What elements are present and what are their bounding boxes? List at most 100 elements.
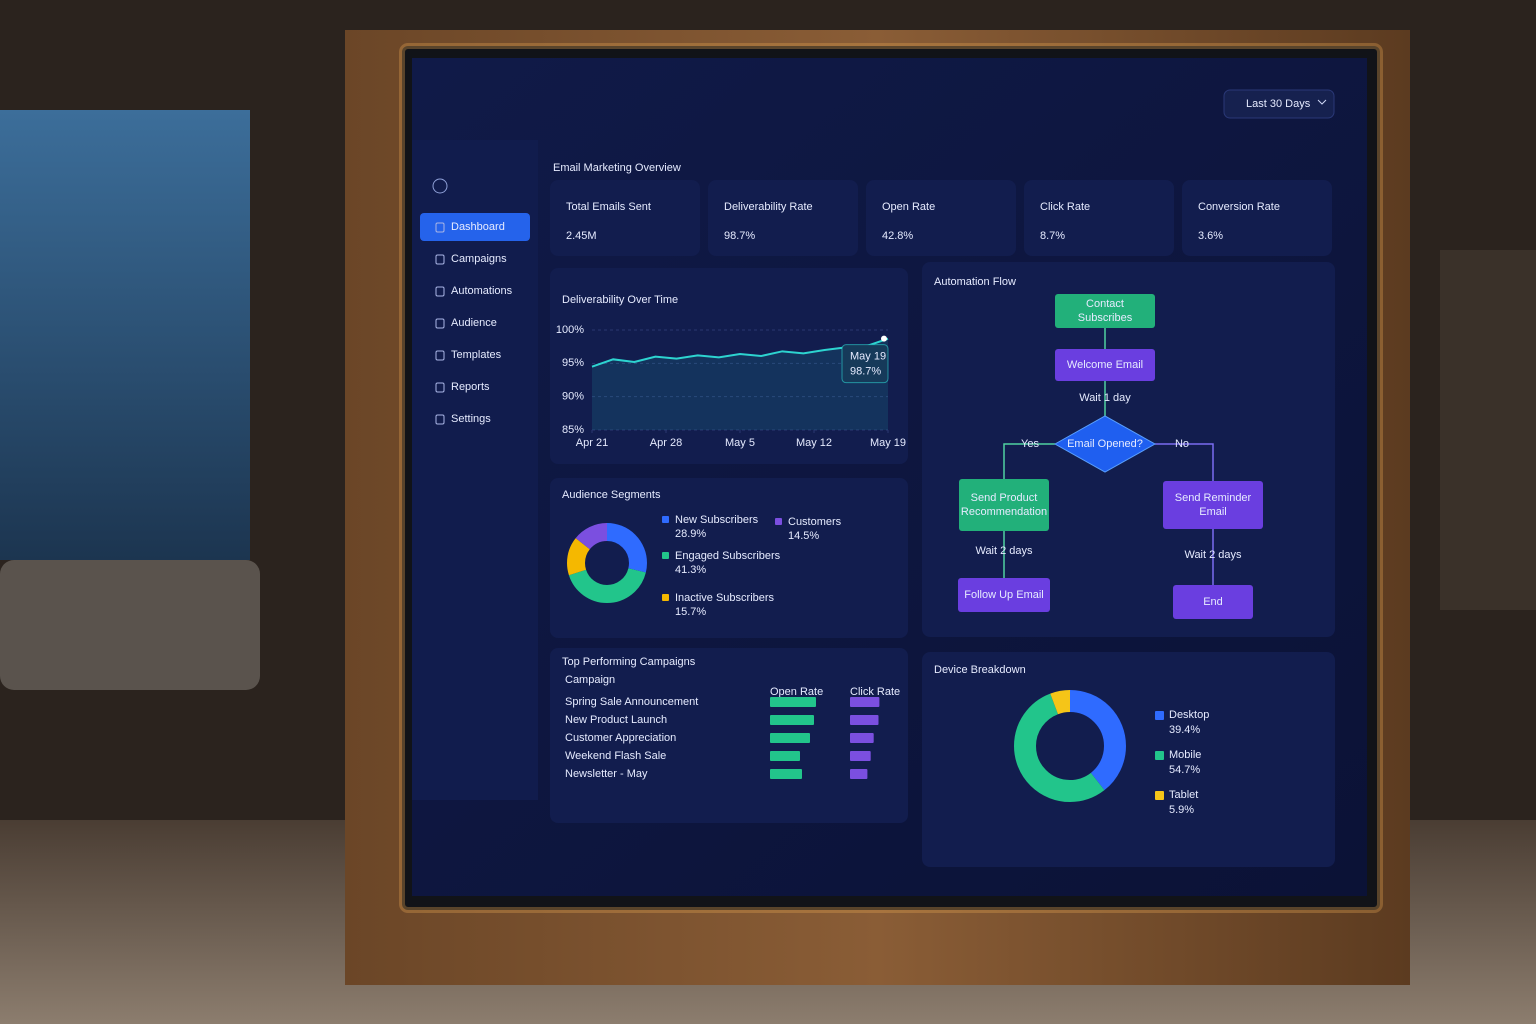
- bar: [850, 697, 880, 707]
- x-tick-label: Apr 28: [650, 437, 682, 449]
- edge: [1155, 443, 1214, 481]
- legend-swatch: [1155, 751, 1164, 760]
- column-header: Campaign: [565, 674, 615, 686]
- page-title: Email Marketing Overview: [553, 162, 681, 174]
- nav-item[interactable]: Automations: [451, 285, 513, 297]
- tooltip-label: May 19: [850, 351, 886, 363]
- flow-node: [958, 578, 1050, 612]
- kpi-label: Total Emails Sent: [566, 201, 651, 213]
- legend-swatch: [1155, 711, 1164, 720]
- row-label: Customer Appreciation: [565, 732, 676, 744]
- bar: [770, 697, 816, 707]
- legend-swatch: [775, 518, 782, 525]
- nav-icon: [435, 350, 445, 361]
- panel-title: Device Breakdown: [934, 664, 1026, 676]
- panel-title: Audience Segments: [562, 489, 661, 501]
- panel-title: Deliverability Over Time: [562, 294, 678, 306]
- edge-label: Wait 2 days: [975, 545, 1033, 557]
- legend-label: Inactive Subscribers: [675, 592, 775, 604]
- column-header: Click Rate: [850, 686, 900, 698]
- flow-node-label: Email Opened?: [1067, 438, 1143, 450]
- x-tick-label: Apr 21: [576, 437, 608, 449]
- edge-label: Wait 1 day: [1079, 392, 1131, 404]
- nav-item[interactable]: Settings: [451, 413, 491, 425]
- nav-item[interactable]: Reports: [451, 381, 490, 393]
- annotation-point: [881, 335, 887, 342]
- kpi-value: 42.8%: [882, 230, 913, 242]
- kpi-value: 3.6%: [1198, 230, 1223, 242]
- x-tick-label: May 12: [796, 437, 832, 449]
- nav-item[interactable]: Dashboard: [451, 221, 505, 233]
- bar: [850, 769, 868, 779]
- legend-label: Mobile: [1169, 749, 1201, 761]
- row-label: New Product Launch: [565, 714, 667, 726]
- donut-segment: [567, 523, 647, 603]
- legend-value: 14.5%: [788, 530, 819, 542]
- bar: [770, 715, 814, 725]
- legend-swatch: [662, 516, 669, 523]
- legend-swatch: [662, 594, 669, 601]
- flow-decision: [1053, 415, 1157, 473]
- flow-node-label: Contact Subscribes: [1078, 298, 1133, 324]
- office-wall: [1440, 250, 1536, 610]
- row-label: Weekend Flash Sale: [565, 750, 666, 762]
- line-area: [592, 338, 888, 430]
- legend-value: 41.3%: [675, 564, 706, 576]
- flow-edges: [1003, 328, 1214, 585]
- sidebar: [412, 140, 538, 800]
- date-filter[interactable]: [1223, 89, 1335, 119]
- legend-label: Tablet: [1169, 789, 1198, 801]
- bar: [770, 769, 802, 779]
- bar: [850, 751, 871, 761]
- date-filter-label[interactable]: Last 30 Days: [1246, 98, 1311, 110]
- flow-node-label: End: [1203, 596, 1223, 608]
- bar: [770, 733, 810, 743]
- flow-node: [1055, 294, 1155, 328]
- kpi-value: 2.45M: [566, 230, 597, 242]
- nav-icon: [435, 318, 445, 329]
- sofa: [0, 560, 260, 690]
- donut-segment: [567, 523, 647, 603]
- edge-label: Wait 2 days: [1184, 549, 1242, 561]
- legend-value: 54.7%: [1169, 764, 1200, 776]
- flow-node: [1173, 585, 1253, 619]
- legend-label: Customers: [788, 516, 842, 528]
- kpi-value: 8.7%: [1040, 230, 1065, 242]
- x-tick-label: May 19: [870, 437, 906, 449]
- legend-swatch: [1155, 791, 1164, 800]
- row-label: Spring Sale Announcement: [565, 696, 698, 708]
- kpi-label: Conversion Rate: [1198, 201, 1280, 213]
- legend-value: 39.4%: [1169, 724, 1200, 736]
- kpi-label: Open Rate: [882, 201, 935, 213]
- chevron: [1317, 99, 1327, 105]
- kpi-card: [708, 180, 858, 256]
- panel: [550, 268, 908, 464]
- nav-item[interactable]: Campaigns: [451, 253, 507, 265]
- legend-label: New Subscribers: [675, 514, 759, 526]
- edge-label: Yes: [1021, 438, 1039, 450]
- y-tick-label: 90%: [562, 391, 584, 403]
- y-tick-label: 100%: [556, 324, 584, 336]
- donut-segment: [567, 523, 647, 603]
- nav-item[interactable]: Templates: [451, 349, 502, 361]
- kpi-label: Deliverability Rate: [724, 201, 813, 213]
- nav-active[interactable]: [420, 213, 530, 241]
- flow-node: [959, 479, 1049, 531]
- nav-item[interactable]: Audience: [451, 317, 497, 329]
- donut-segment: [1014, 690, 1126, 802]
- nav-icon: [435, 414, 445, 425]
- nav-icon: [435, 382, 445, 393]
- legend-label: Engaged Subscribers: [675, 550, 781, 562]
- bar: [850, 715, 879, 725]
- edge-label: No: [1175, 438, 1189, 450]
- legend-value: 15.7%: [675, 606, 706, 618]
- kpi-card: [1182, 180, 1332, 256]
- flow-node-label: Send Product Recommendation: [961, 492, 1047, 518]
- legend-value: 5.9%: [1169, 804, 1194, 816]
- y-tick-label: 95%: [562, 357, 584, 369]
- y-tick-label: 85%: [562, 424, 584, 436]
- window: [0, 110, 250, 560]
- edge: [1003, 443, 1055, 479]
- x-tick-label: May 5: [725, 437, 755, 449]
- legend-value: 28.9%: [675, 528, 706, 540]
